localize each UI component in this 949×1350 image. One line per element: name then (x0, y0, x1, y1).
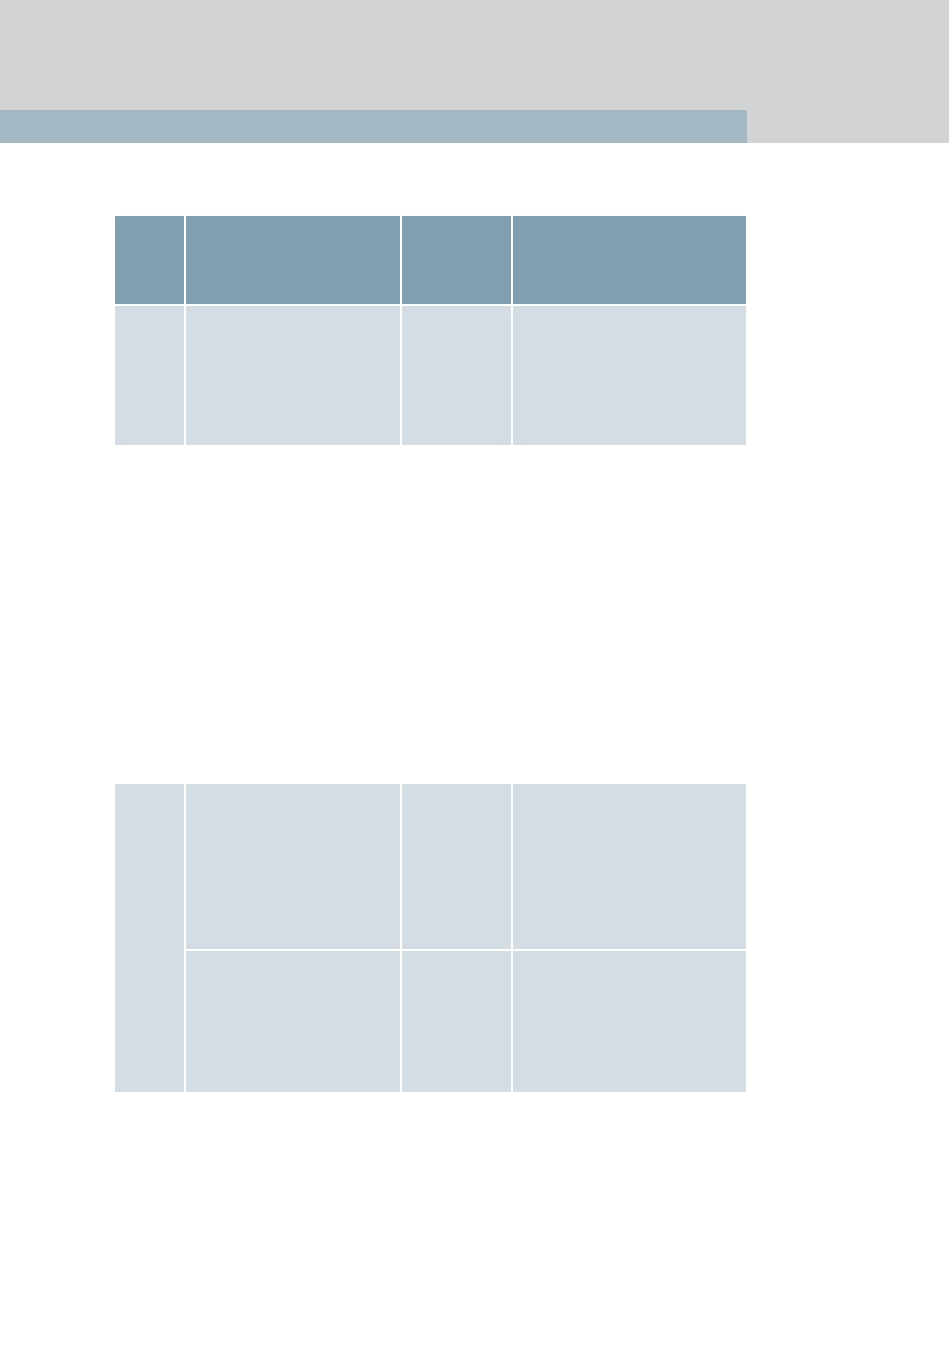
table-2-cell (513, 784, 746, 949)
table-2-cell (513, 951, 746, 1092)
table-2-cell (402, 951, 511, 1092)
table-1-cell (402, 306, 511, 445)
table-2-cell (186, 951, 400, 1092)
table-1-header-cell (402, 216, 511, 304)
table-1-cell (513, 306, 746, 445)
table-2-cell (186, 784, 400, 949)
table-1-header-cell (115, 216, 184, 304)
table-1-header-cell (186, 216, 400, 304)
table-1-header-cell (513, 216, 746, 304)
table-2-merged-cell (115, 784, 184, 1092)
header-accent-bar (0, 110, 747, 143)
table-2-cell (402, 784, 511, 949)
table-1-cell (115, 306, 184, 445)
table-1-cell (186, 306, 400, 445)
